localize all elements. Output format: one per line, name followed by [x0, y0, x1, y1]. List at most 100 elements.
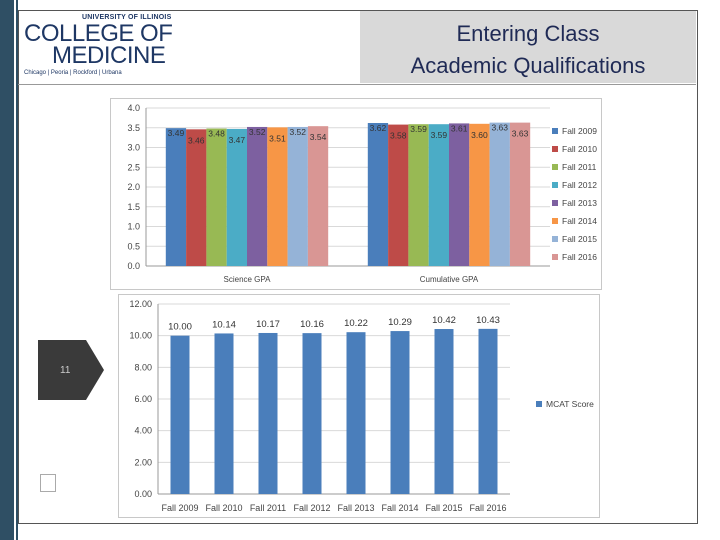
slide-title-line2: Academic Qualifications	[410, 53, 646, 78]
gpa-legend-label: Fall 2011	[562, 162, 597, 172]
mcat-y-tick-label: 8.00	[134, 362, 152, 372]
gpa-bar	[165, 128, 187, 266]
gpa-legend-swatch	[552, 236, 558, 242]
header-divider	[18, 84, 696, 85]
gpa-y-tick-label: 1.5	[127, 202, 140, 212]
gpa-bar-label: 3.63	[491, 123, 508, 133]
mcat-bar-label: 10.42	[432, 315, 456, 326]
logo-college-line2: MEDICINE	[52, 42, 166, 69]
mcat-bar-label: 10.29	[388, 317, 412, 328]
mcat-category-label: Fall 2013	[337, 503, 374, 513]
mcat-category-label: Fall 2009	[161, 503, 198, 513]
mcat-bar	[302, 333, 322, 494]
gpa-category-label: Science GPA	[224, 275, 272, 284]
gpa-bar-label: 3.62	[370, 123, 387, 133]
gpa-bar	[307, 126, 329, 266]
gpa-bar-label: 3.63	[512, 129, 529, 139]
mcat-bar-label: 10.14	[212, 319, 236, 330]
gpa-bar-label: 3.47	[229, 135, 246, 145]
mcat-category-label: Fall 2010	[205, 503, 242, 513]
mcat-category-label: Fall 2012	[293, 503, 330, 513]
page-number-tab	[38, 340, 104, 400]
gpa-bar-label: 3.59	[410, 124, 427, 134]
gpa-legend-label: Fall 2016	[562, 252, 597, 262]
mcat-category-label: Fall 2015	[425, 503, 462, 513]
mcat-bar	[346, 332, 366, 494]
mcat-bar	[434, 329, 454, 494]
mcat-bar-label: 10.17	[256, 319, 280, 330]
gpa-bar	[226, 128, 247, 266]
gpa-bar	[388, 124, 409, 266]
gpa-y-tick-label: 2.5	[127, 162, 140, 172]
gpa-y-tick-label: 0.5	[127, 241, 140, 251]
gpa-bar-label: 3.61	[451, 123, 468, 133]
gpa-y-tick-label: 1.0	[127, 222, 140, 232]
gpa-legend-label: Fall 2013	[562, 198, 597, 208]
left-accent-line	[16, 0, 18, 540]
gpa-bar-label: 3.51	[269, 133, 286, 143]
mcat-y-tick-label: 12.00	[129, 299, 152, 309]
gpa-legend-swatch	[552, 182, 558, 188]
mcat-chart: 0.00 2.00 4.00 6.00 8.00 10.00 12.00 10.00 Fall …	[118, 294, 600, 518]
gpa-bar	[186, 129, 207, 266]
gpa-legend-label: Fall 2010	[562, 144, 597, 154]
mcat-category-label: Fall 2016	[469, 503, 506, 513]
gpa-bar	[408, 124, 429, 266]
gpa-bar-label: 3.46	[188, 135, 205, 145]
gpa-legend-swatch	[552, 200, 558, 206]
logo-university: UNIVERSITY OF ILLINOIS	[82, 14, 172, 21]
mcat-category-label: Fall 2011	[250, 503, 286, 513]
gpa-bar-label: 3.52	[249, 127, 266, 137]
gpa-y-tick-label: 0.0	[127, 261, 140, 271]
gpa-bar-label: 3.52	[289, 127, 306, 137]
gpa-bar	[449, 123, 470, 266]
gpa-bar	[428, 124, 449, 266]
slide-title: Entering Class Academic Qualifications	[360, 18, 696, 82]
gpa-bar-label: 3.60	[471, 130, 488, 140]
gpa-legend-label: Fall 2009	[562, 126, 597, 136]
gpa-legend-label: Fall 2015	[562, 234, 597, 244]
mcat-y-tick-label: 6.00	[134, 394, 152, 404]
gpa-bar-label: 3.48	[208, 129, 225, 139]
header-title-panel	[360, 11, 696, 83]
mcat-y-tick-label: 4.00	[134, 426, 152, 436]
gpa-bar	[469, 123, 490, 266]
mcat-bar	[478, 328, 498, 494]
gpa-category-label: Cumulative GPA	[420, 275, 479, 284]
left-accent-bar	[0, 0, 14, 540]
gpa-bar	[267, 127, 288, 266]
gpa-chart: 0.0 0.5 1.0 1.5 2.0 2.5 3.0 3.5 4.0 3.493.463.48 3…	[110, 98, 602, 290]
gpa-bar	[247, 126, 268, 267]
gpa-legend-swatch	[552, 128, 558, 134]
gpa-bar-label: 3.58	[390, 131, 407, 141]
mcat-bar-label: 10.16	[300, 319, 324, 330]
page-number: 11	[60, 365, 71, 376]
mcat-bar-label: 10.00	[168, 322, 192, 333]
slide-marker	[40, 474, 56, 492]
mcat-bar	[214, 333, 234, 494]
mcat-category-label: Fall 2014	[381, 503, 418, 513]
mcat-legend-swatch	[536, 401, 542, 407]
gpa-y-tick-label: 4.0	[127, 103, 140, 113]
mcat-legend-label: MCAT Score	[546, 399, 594, 409]
gpa-bar	[509, 122, 531, 267]
gpa-legend-label: Fall 2014	[562, 216, 597, 226]
gpa-y-tick-label: 2.0	[127, 182, 140, 192]
gpa-legend-swatch	[552, 218, 558, 224]
gpa-bar-label: 3.49	[168, 128, 185, 138]
mcat-bar-label: 10.22	[344, 318, 368, 329]
gpa-bar	[206, 128, 227, 266]
mcat-bar	[258, 332, 278, 494]
gpa-y-tick-label: 3.0	[127, 143, 140, 153]
gpa-legend-label: Fall 2012	[562, 180, 597, 190]
mcat-bar	[390, 331, 410, 494]
college-logo: UNIVERSITY OF ILLINOIS COLLEGE OF MEDICI…	[22, 14, 182, 80]
gpa-legend-swatch	[552, 164, 558, 170]
mcat-bar	[170, 335, 190, 494]
gpa-bar-label: 3.59	[431, 130, 448, 140]
gpa-legend-swatch	[552, 146, 558, 152]
logo-campuses: Chicago | Peoria | Rockford | Urbana	[24, 70, 122, 76]
mcat-y-tick-label: 10.00	[129, 331, 152, 341]
gpa-bar-label: 3.54	[310, 132, 327, 142]
mcat-y-tick-label: 2.00	[134, 457, 152, 467]
